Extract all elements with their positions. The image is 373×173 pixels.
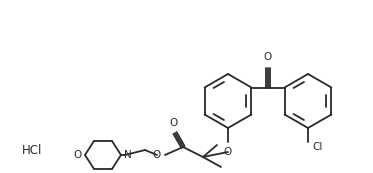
Text: Cl: Cl bbox=[312, 142, 322, 152]
Text: O: O bbox=[74, 150, 82, 160]
Text: HCl: HCl bbox=[22, 144, 43, 157]
Text: O: O bbox=[169, 118, 177, 128]
Text: O: O bbox=[153, 150, 161, 160]
Text: N: N bbox=[124, 150, 132, 160]
Text: O: O bbox=[264, 52, 272, 62]
Text: O: O bbox=[224, 147, 232, 157]
